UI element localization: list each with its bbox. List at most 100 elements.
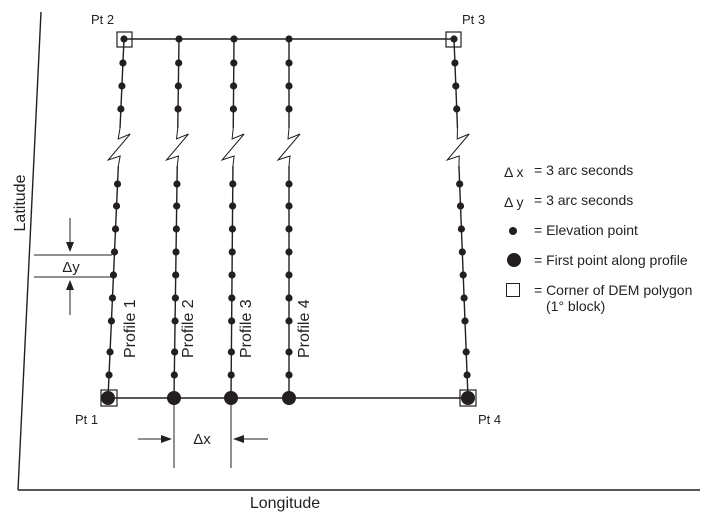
elevation-point [173,202,181,210]
elevation-point [175,35,183,43]
legend-symbol-elevation [500,222,530,242]
corner-square-pt4 [459,389,477,407]
profile-label-1: Profile 1 [122,299,139,358]
profile-line-east [445,35,475,405]
profile-segment [173,165,178,399]
elevation-point [110,248,119,256]
elevation-point [107,317,116,325]
delta-y-symbol: Δ y [504,194,524,210]
elevation-point [285,271,293,279]
elevation-point [285,225,293,233]
elevation-point [462,348,470,356]
elevation-point [230,82,238,90]
elevation-point [229,202,237,210]
profile-segment [230,165,234,399]
elevation-point [285,371,293,379]
elevation-point [229,180,237,188]
legend-row-delta-x: Δ x = 3 arc seconds [500,160,706,190]
elevation-point [450,35,458,43]
first-point-along-profile [101,391,115,405]
profile-line-3 [220,35,245,405]
legend-symbol-delta-y: Δ y [500,192,530,212]
elevation-point [106,348,114,356]
elevation-point [228,294,236,302]
legend-text-corner: = Corner of DEM polygon (1° block) [534,282,692,314]
elevation-point-dot-icon [509,227,517,235]
elevation-point [285,180,293,188]
elevation-point [112,202,121,210]
elevation-point [285,202,293,210]
elevation-point [456,202,465,210]
profile-label-4: Profile 4 [296,299,313,358]
profiles-layer [101,35,475,405]
elevation-point [461,317,469,325]
profile-line-2 [164,35,189,405]
legend-text-delta-y: = 3 arc seconds [534,192,634,208]
profile-break-mark [276,127,301,167]
profile-line-4 [276,35,301,405]
elevation-point [171,294,179,302]
elevation-point [228,225,237,233]
corner-label-pt3: Pt 3 [462,12,485,27]
delta-x-marker [138,404,268,468]
elevation-point [458,248,466,256]
elevation-point [175,59,183,67]
profile-break-mark [220,127,245,167]
elevation-point [457,225,466,233]
corner-square-pt1 [100,389,118,407]
elevation-point [285,35,293,43]
profile-break-mark [445,127,470,167]
legend-symbol-first-point [500,252,530,272]
legend-symbol-delta-x: Δ x [500,162,530,182]
first-point-along-profile [167,391,181,405]
legend-row-first-point: = First point along profile [500,250,706,280]
profile-label-3: Profile 3 [238,299,255,358]
elevation-point [172,225,180,233]
profile-label-2: Profile 2 [180,299,197,358]
elevation-point [118,82,126,90]
delta-y-marker [34,218,112,315]
elevation-point [174,105,182,113]
elevation-point [172,271,180,279]
corner-label-pt4: Pt 4 [478,412,501,427]
legend-text-first-point: = First point along profile [534,252,688,268]
delta-y-label: Δy [62,259,80,276]
elevation-point [285,348,293,356]
elevation-point [171,348,179,356]
elevation-point [108,294,117,302]
first-point-along-profile [224,391,238,405]
elevation-point [170,371,178,379]
legend: Δ x = 3 arc seconds Δ y = 3 arc seconds … [500,160,706,314]
elevation-point [111,225,120,233]
profile-break-mark [164,127,189,167]
corner-label-pt2: Pt 2 [91,12,114,27]
elevation-point [285,105,293,113]
elevation-point [285,248,293,256]
elevation-point [285,59,293,67]
elevation-point [228,317,236,325]
legend-row-elevation-point: = Elevation point [500,220,706,250]
corner-square-icon [506,283,520,297]
elevation-point [113,180,122,188]
legend-text-corner-line1: = Corner of DEM polygon [534,282,693,298]
elevation-point [230,59,238,67]
first-point-dot-icon [507,253,521,267]
elevation-point [172,248,180,256]
elevation-point [227,371,235,379]
elevation-point [229,105,238,113]
legend-row-corner: = Corner of DEM polygon (1° block) [500,280,706,314]
corner-square-pt3 [445,31,462,48]
corner-label-pt1: Pt 1 [75,412,98,427]
legend-row-delta-y: Δ y = 3 arc seconds [500,190,706,220]
elevation-point [285,294,293,302]
delta-x-symbol: Δ x [504,164,524,180]
elevation-point [227,348,235,356]
elevation-point [171,317,179,325]
elevation-point [105,371,113,379]
elevation-point [119,59,127,67]
elevation-point [230,35,238,43]
profile-segment [458,165,469,399]
elevation-point [109,271,118,279]
first-point-along-profile [282,391,296,405]
